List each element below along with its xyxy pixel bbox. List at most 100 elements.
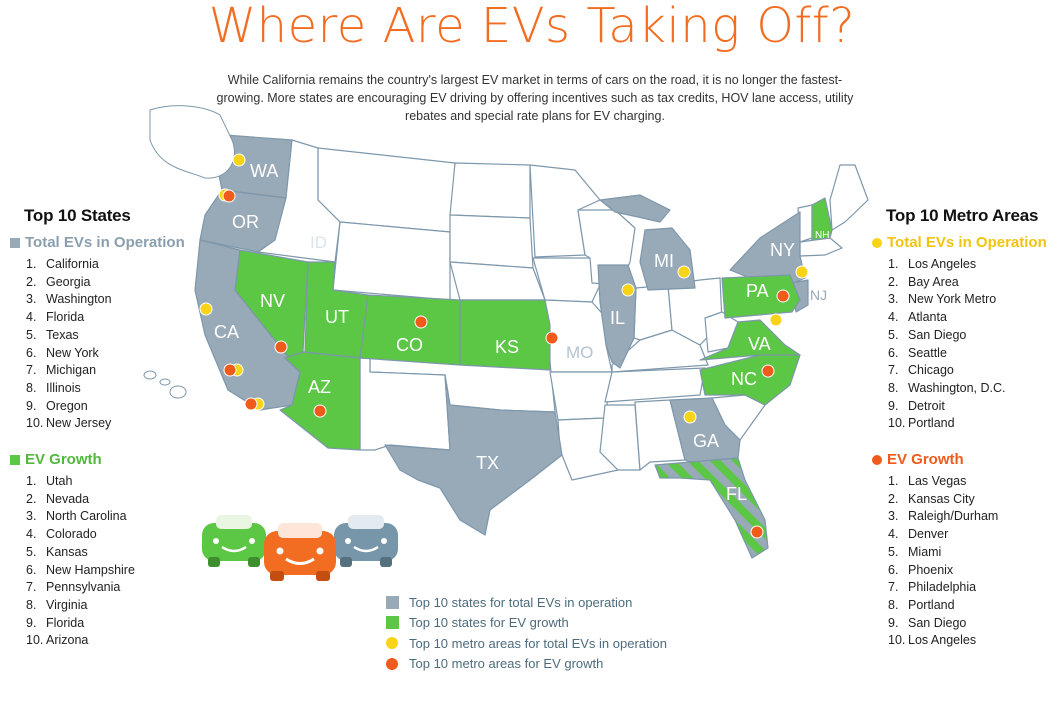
state-al xyxy=(634,399,686,471)
yellow-dot-icon xyxy=(872,237,882,248)
state-ar xyxy=(549,371,613,421)
states-growth-heading-label: EV Growth xyxy=(25,451,102,469)
list-item: 9. Detroit xyxy=(888,398,945,413)
list-item: 7. Michigan xyxy=(26,363,97,378)
list-item: 8. Washington, D.C. xyxy=(888,380,1006,395)
list-item: 3. North Carolina xyxy=(26,509,127,524)
us-map: WA OR ID CA NV UT AZ CO KS MO TX IL MI G… xyxy=(140,95,930,585)
list-item: 5. Texas xyxy=(26,327,79,342)
states-total-heading-label: Total EVs in Operation xyxy=(25,234,185,251)
list-item: 3. Raleigh/Durham xyxy=(888,509,999,524)
state-label-pa: PA xyxy=(746,281,769,301)
list-item: 10. Los Angeles xyxy=(888,633,977,648)
state-label-wa: WA xyxy=(250,161,278,181)
metros-growth-section-heading: EV Growth xyxy=(872,451,1062,468)
metros-total-section-heading: Total EVs in Operation xyxy=(872,234,1062,251)
state-label-fl: FL xyxy=(726,484,747,504)
state-label-nv: NV xyxy=(260,291,285,311)
states-total-list: 1. California 2. Georgia 3. Washington 4. Fl… xyxy=(10,256,210,433)
list-item: 7. Chicago xyxy=(888,363,954,378)
legend-item-orange-dots: Top 10 metro areas for EV growth xyxy=(386,654,667,675)
metro-dot-detroit xyxy=(677,265,691,279)
state-label-ks: KS xyxy=(495,337,519,357)
list-item: 10. Portland xyxy=(888,416,955,431)
state-label-mi: MI xyxy=(654,251,674,271)
list-item: 9. Oregon xyxy=(26,398,88,413)
gray-square-icon xyxy=(10,237,20,248)
state-label-ny: NY xyxy=(770,240,795,260)
state-label-tx: TX xyxy=(476,453,499,473)
metro-dot-growth-portland xyxy=(222,189,236,203)
us-map-svg: WA OR ID CA NV UT AZ CO KS MO TX IL MI G… xyxy=(143,105,869,559)
list-item: 1. Las Vegas xyxy=(888,474,967,489)
state-va xyxy=(699,319,801,361)
cars-svg xyxy=(202,515,398,581)
list-item: 7. Pennsylvania xyxy=(26,580,121,595)
list-item: 6. Phoenix xyxy=(888,562,954,577)
state-label-il: IL xyxy=(610,308,625,328)
list-item: 4. Atlanta xyxy=(888,310,947,325)
state-ks xyxy=(459,299,551,371)
orange-dot-icon xyxy=(386,657,398,670)
yellow-dot-icon xyxy=(386,637,398,650)
state-label-ga: GA xyxy=(693,431,719,451)
state-nd xyxy=(449,162,531,219)
metro-dot-growth-los-angeles xyxy=(223,363,237,377)
green-square-icon xyxy=(10,454,20,465)
green-car-icon xyxy=(202,515,266,567)
list-item: 4. Colorado xyxy=(26,527,97,542)
state-label-ca: CA xyxy=(214,322,239,342)
gray-square-icon xyxy=(386,595,399,609)
cars-illustration xyxy=(200,505,400,590)
legend-item-green-states: Top 10 states for EV growth xyxy=(386,613,667,634)
state-ne xyxy=(449,261,546,301)
list-item: 10. New Jersey xyxy=(26,416,112,431)
legend-label: Top 10 states for EV growth xyxy=(409,615,569,631)
list-item: 8. Illinois xyxy=(26,380,81,395)
orange-car-icon xyxy=(264,523,336,581)
states-total-section-heading: Total EVs in Operation xyxy=(10,234,210,251)
orange-dot-icon xyxy=(872,454,882,465)
hawaii-islands xyxy=(143,370,187,399)
list-item: 6. New York xyxy=(26,345,99,360)
state-sd xyxy=(449,214,534,269)
metro-dot-atlanta xyxy=(683,410,697,424)
metros-total-list: 1. Los Angeles 2. Bay Area 3. New York Metr… xyxy=(872,256,1062,433)
list-item: 8. Portland xyxy=(888,597,955,612)
metros-growth-list: 1. Las Vegas 2. Kansas City 3. Raleigh/Durh… xyxy=(872,473,1062,650)
page-title: Where Are EVs Taking Off? xyxy=(208,0,856,54)
list-item: 4. Florida xyxy=(26,310,85,325)
intro-paragraph: While California remains the country's l… xyxy=(216,73,854,123)
top-metros-heading: Top 10 Metro Areas xyxy=(886,206,1039,225)
states-growth-section-heading: EV Growth xyxy=(10,451,210,468)
metro-dot-growth-las-vegas xyxy=(274,340,288,354)
state-label-ut: UT xyxy=(325,307,349,327)
list-item: 8. Virginia xyxy=(26,597,88,612)
state-label-az: AZ xyxy=(308,377,331,397)
list-item: 9. San Diego xyxy=(888,615,967,630)
metro-dot-growth-denver xyxy=(414,315,428,329)
metros-growth-heading-label: EV Growth xyxy=(887,451,964,469)
list-item: 7. Philadelphia xyxy=(888,580,977,595)
metro-dot-growth-miami xyxy=(750,525,764,539)
state-me xyxy=(829,164,869,231)
top-metros-panel: Top 10 Metro Areas Total EVs in Operatio… xyxy=(872,206,1062,668)
metros-total-heading-label: Total EVs in Operation xyxy=(887,234,1047,251)
list-item: 2. Bay Area xyxy=(888,274,959,289)
list-item: 5. San Diego xyxy=(888,327,967,342)
metro-dot-growth-raleigh xyxy=(761,364,775,378)
state-label-mo: MO xyxy=(566,343,593,362)
metro-dot-growth-phoenix xyxy=(313,404,327,418)
list-item: 3. Washington xyxy=(26,292,112,307)
state-label-nh: NH xyxy=(815,230,829,241)
list-item: 1. Los Angeles xyxy=(888,257,977,271)
states-growth-list: 1. Utah 2. Nevada 3. North Carolina 4. Color… xyxy=(10,473,210,650)
legend-label: Top 10 metro areas for total EVs in oper… xyxy=(409,635,667,651)
map-legend: Top 10 states for total EVs in operation… xyxy=(386,592,667,674)
legend-label: Top 10 states for total EVs in operation xyxy=(409,594,633,610)
state-label-co: CO xyxy=(396,335,423,355)
metro-dot-growth-san-diego xyxy=(244,397,258,411)
legend-item-yellow-dots: Top 10 metro areas for total EVs in oper… xyxy=(386,633,667,654)
state-mt xyxy=(317,147,456,233)
state-wy xyxy=(332,221,451,301)
